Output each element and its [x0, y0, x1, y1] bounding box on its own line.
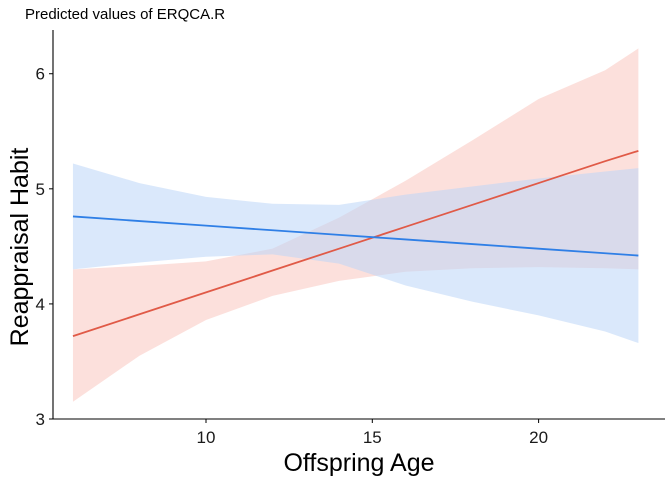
confidence-bands	[72, 48, 639, 402]
series-lines	[72, 149, 639, 337]
y-tick-label: 3	[36, 410, 45, 429]
ticks: 10 15 20 3 4 5 6	[36, 65, 549, 447]
series-line-2	[72, 215, 639, 257]
confidence-band-2	[72, 163, 639, 344]
y-tick-label: 6	[36, 65, 45, 84]
y-axis-title: Reappraisal Habit	[6, 148, 34, 347]
x-axis-title: Offspring Age	[283, 449, 434, 477]
x-tick-label: 10	[197, 428, 216, 447]
axes	[52, 30, 665, 420]
y-tick-label: 4	[36, 295, 45, 314]
x-tick-label: 15	[363, 428, 382, 447]
y-tick-label: 5	[36, 180, 45, 199]
chart-title: Predicted values of ERQCA.R	[25, 6, 225, 23]
x-tick-label: 20	[529, 428, 548, 447]
